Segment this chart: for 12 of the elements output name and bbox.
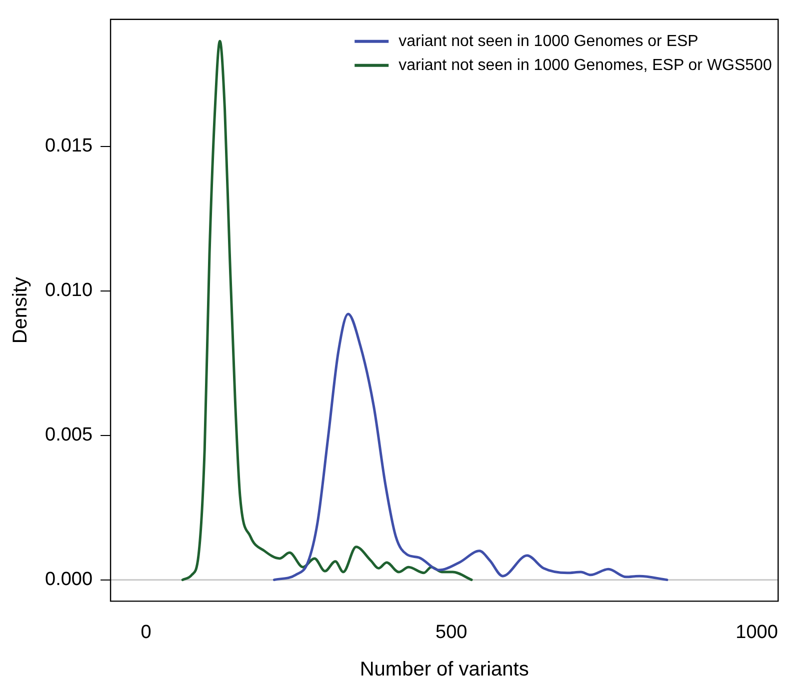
x-tick-label: 1000 — [736, 622, 778, 643]
legend-label: variant not seen in 1000 Genomes or ESP — [398, 32, 698, 50]
y-tick-label: 0.015 — [45, 136, 93, 157]
legend-label: variant not seen in 1000 Genomes, ESP or WGS500 — [398, 56, 772, 74]
x-axis-title: Number of variants — [360, 658, 529, 681]
y-tick-label: 0.010 — [45, 280, 93, 302]
line-series — [272, 312, 668, 582]
x-tick-label: 500 — [436, 622, 468, 643]
y-tick-label: 0.000 — [45, 569, 93, 590]
y-axis-title: Density — [10, 276, 32, 344]
x-tick-label: 0 — [140, 622, 152, 643]
y-tick-label: 0.005 — [45, 424, 93, 446]
